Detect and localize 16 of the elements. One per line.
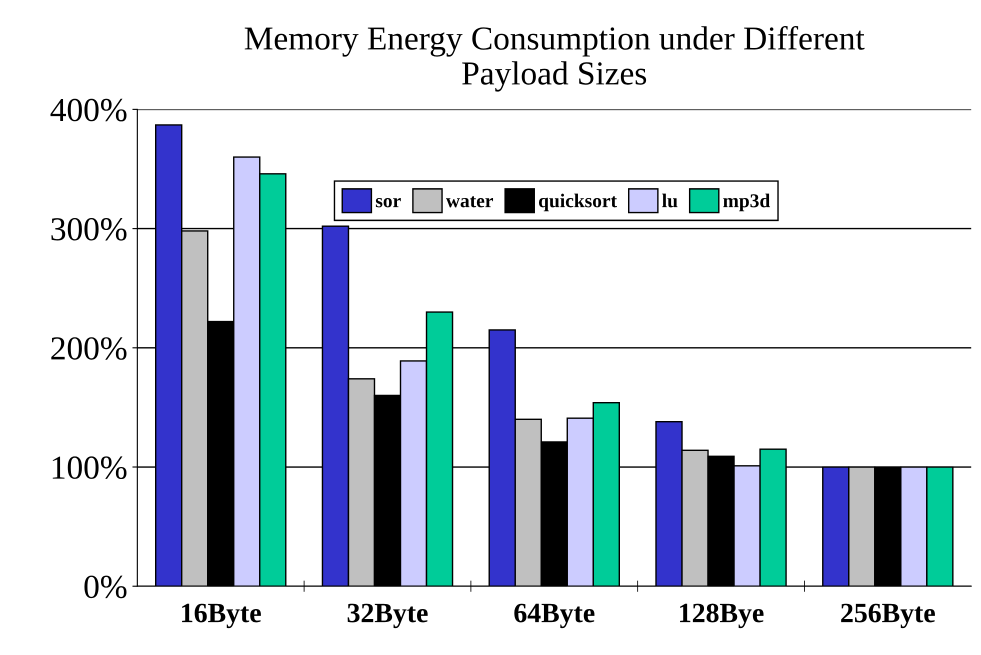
y-tick-label: 400% xyxy=(50,98,126,122)
legend-label: sor xyxy=(376,198,401,208)
legend-label: water xyxy=(446,196,494,208)
x-tick-label: 128Bye xyxy=(680,604,764,628)
y-tick-label: 300% xyxy=(51,218,126,241)
legend-label: lu xyxy=(662,194,678,208)
legend-label: quicksort xyxy=(538,194,617,212)
x-tick-label: 16Byte xyxy=(182,604,261,628)
x-tick-label: 256Byte xyxy=(841,604,935,628)
x-tick-label: 32Byte xyxy=(348,604,428,628)
x-tick-label: 64Byte xyxy=(514,604,594,628)
chart-title: Memory Energy Consumption under Different Payload Sizes xyxy=(244,26,865,92)
legend-label: mp3d xyxy=(723,194,770,212)
y-tick-label: 0% xyxy=(84,576,126,598)
y-tick-label: 200% xyxy=(51,337,126,360)
y-tick-label: 100% xyxy=(52,456,126,480)
